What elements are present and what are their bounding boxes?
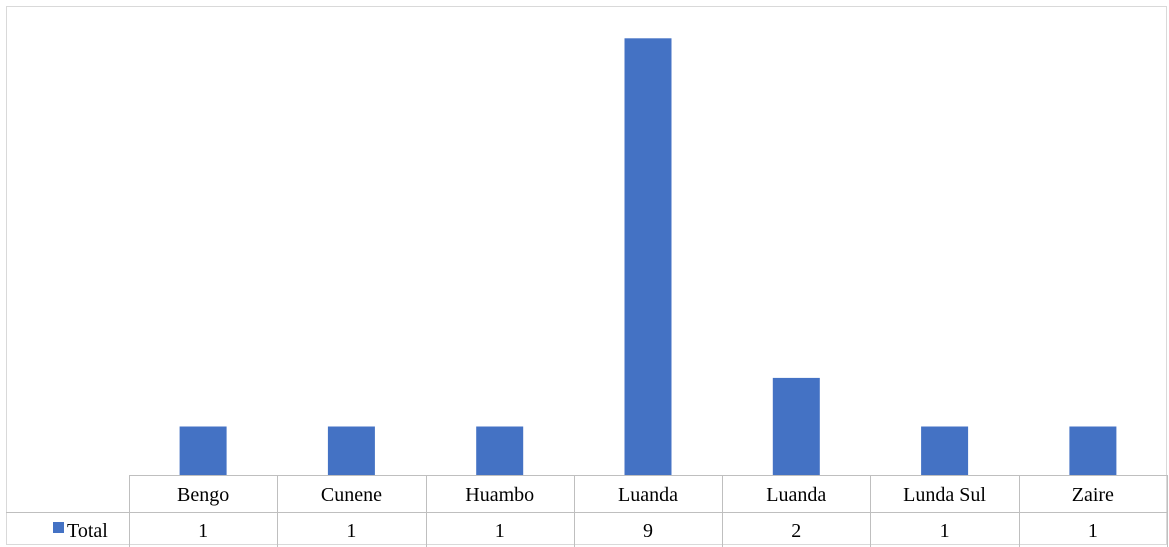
bar-5 xyxy=(772,377,820,475)
category-label: Huambo xyxy=(465,484,534,506)
value-cell: 1 xyxy=(198,520,208,542)
category-label: Lunda Sul xyxy=(903,484,986,506)
category-label: Luanda xyxy=(618,484,678,506)
bar-4 xyxy=(624,38,672,476)
bar-2 xyxy=(327,426,375,475)
bar-1 xyxy=(179,426,227,475)
data-table: Bengo 1 Cunene 1 Huambo 1 Luanda 9 Luanda 2 Lunda … xyxy=(6,475,1168,547)
value-cell: 1 xyxy=(940,520,950,542)
value-cell: 9 xyxy=(643,520,653,542)
category-label: Luanda xyxy=(766,484,826,506)
bar-3 xyxy=(476,426,524,475)
category-label: Bengo xyxy=(177,484,229,506)
category-label: Zaire xyxy=(1072,484,1114,506)
bar-6 xyxy=(921,426,969,475)
legend-swatch xyxy=(53,522,64,533)
category-label: Cunene xyxy=(321,484,382,506)
legend-label: Total xyxy=(67,520,108,542)
bar-7 xyxy=(1069,426,1117,475)
value-cell: 1 xyxy=(1088,520,1098,542)
value-cell: 2 xyxy=(791,520,801,542)
bars-layer xyxy=(179,38,1117,476)
value-cell: 1 xyxy=(346,520,356,542)
value-cell: 1 xyxy=(495,520,505,542)
